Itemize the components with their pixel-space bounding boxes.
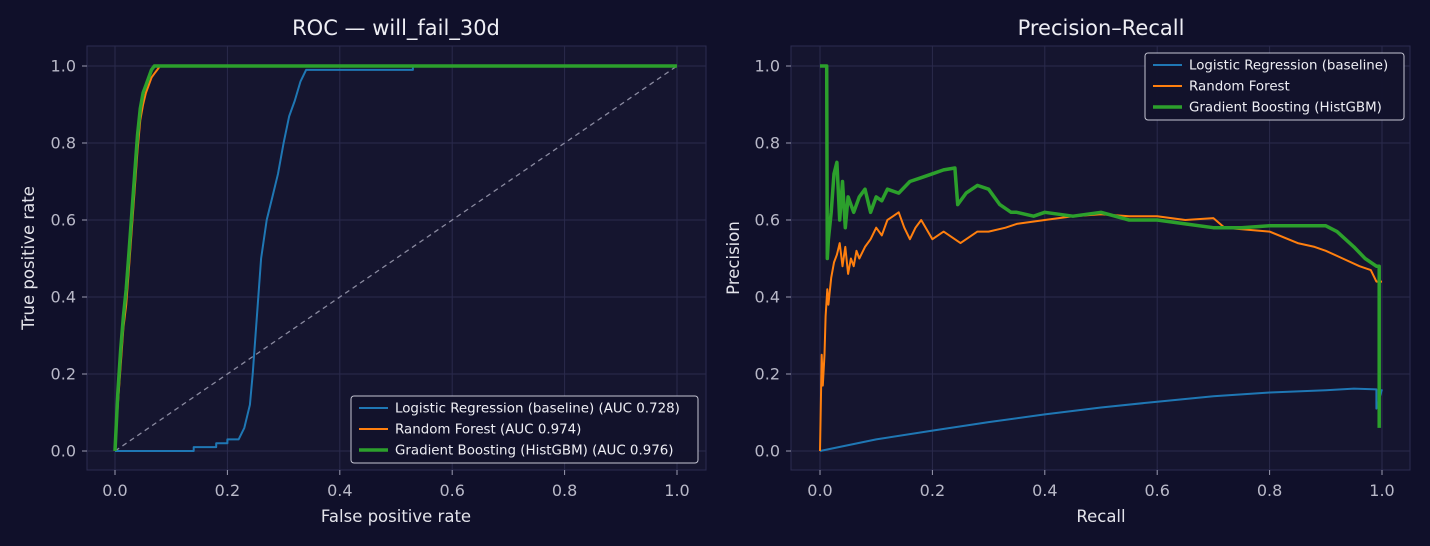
roc-y-tick-label: 0.8 [51,134,76,153]
roc-x-tick-label: 1.0 [664,481,689,500]
pr-ticks: 0.0 0.2 0.4 0.6 0.8 1.0 0.0 0.2 0.4 0.6 0.8 1.0 [755,57,1395,501]
pr-panel: Precision–Recall 0.0 0.2 0.4 0.6 0.8 1.00.00.… [724,16,1411,526]
pr-legend-box [1144,52,1405,121]
roc-series [113,64,677,452]
roc-chance-diagonal [114,65,678,452]
roc-x-tick-label: 0.0 [102,481,127,500]
pr-x-tick-label: 0.0 [807,481,832,500]
pr-x-tick-label: 0.4 [1032,481,1057,500]
pr-series-gradient-boosting [819,64,1381,428]
pr-legend-label-random-forest: Random Forest [1189,80,1290,95]
pr-title: Precision–Recall [1018,16,1185,40]
roc-x-tick-label: 0.8 [552,481,577,500]
pr-series-logistic [819,387,1383,452]
roc-legend-label-logistic: Logistic Regression (baseline) (AUC 0.72… [395,402,680,417]
roc-ticks: 0.0 0.2 0.4 0.6 0.8 1.0 0.0 0.2 0.4 0.6 0.8 1.0 [51,57,690,501]
roc-y-tick-label: 0.0 [51,442,76,461]
pr-x-tick-label: 0.8 [1257,481,1282,500]
pr-y-tick-label: 0.4 [755,288,780,307]
roc-title: ROC — will_fail_30d [292,16,500,41]
roc-series-logistic [115,65,677,452]
roc-y-axis-label: True positive rate [19,186,38,331]
pr-series [819,64,1383,452]
roc-legend-label-random-forest: Random Forest (AUC 0.974) [395,423,581,438]
pr-y-tick-label: 0.0 [755,442,780,461]
pr-legend-label-logistic: Logistic Regression (baseline) [1189,59,1388,74]
pr-x-axis-label: Recall [1076,507,1125,526]
pr-x-tick-label: 0.6 [1144,481,1169,500]
pr-y-axis-label: Precision [724,221,743,295]
pr-y-tick-label: 1.0 [755,57,780,76]
pr-legend-label-gradient-boosting: Gradient Boosting (HistGBM) [1189,101,1382,116]
roc-y-tick-label: 0.2 [51,365,76,384]
roc-series-gradient-boosting [113,64,677,452]
pr-y-tick-label: 0.6 [755,211,780,230]
pr-x-tick-label: 1.0 [1369,481,1394,500]
roc-x-tick-label: 0.6 [439,481,464,500]
pr-x-tick-label: 0.2 [920,481,945,500]
roc-y-tick-label: 1.0 [51,57,76,76]
pr-legend: Logistic Regression (baseline) Random Fo… [1144,52,1405,121]
pr-y-tick-label: 0.2 [755,365,780,384]
pr-y-tick-label: 0.8 [755,134,780,153]
roc-y-tick-label: 0.6 [51,211,76,230]
roc-legend: Logistic Regression (baseline) (AUC 0.72… [350,395,699,464]
roc-legend-box [350,395,699,464]
roc-panel: ROC — will_fail_30d 0.0 0.2 0.4 0.6 0.8 1.00.… [19,16,707,526]
roc-x-tick-label: 0.2 [215,481,240,500]
roc-legend-label-gradient-boosting: Gradient Boosting (HistGBM) (AUC 0.976) [395,444,674,459]
roc-reference-line [114,65,678,452]
roc-y-tick-label: 0.4 [51,288,76,307]
roc-x-tick-label: 0.4 [327,481,352,500]
roc-x-axis-label: False positive rate [321,507,471,526]
